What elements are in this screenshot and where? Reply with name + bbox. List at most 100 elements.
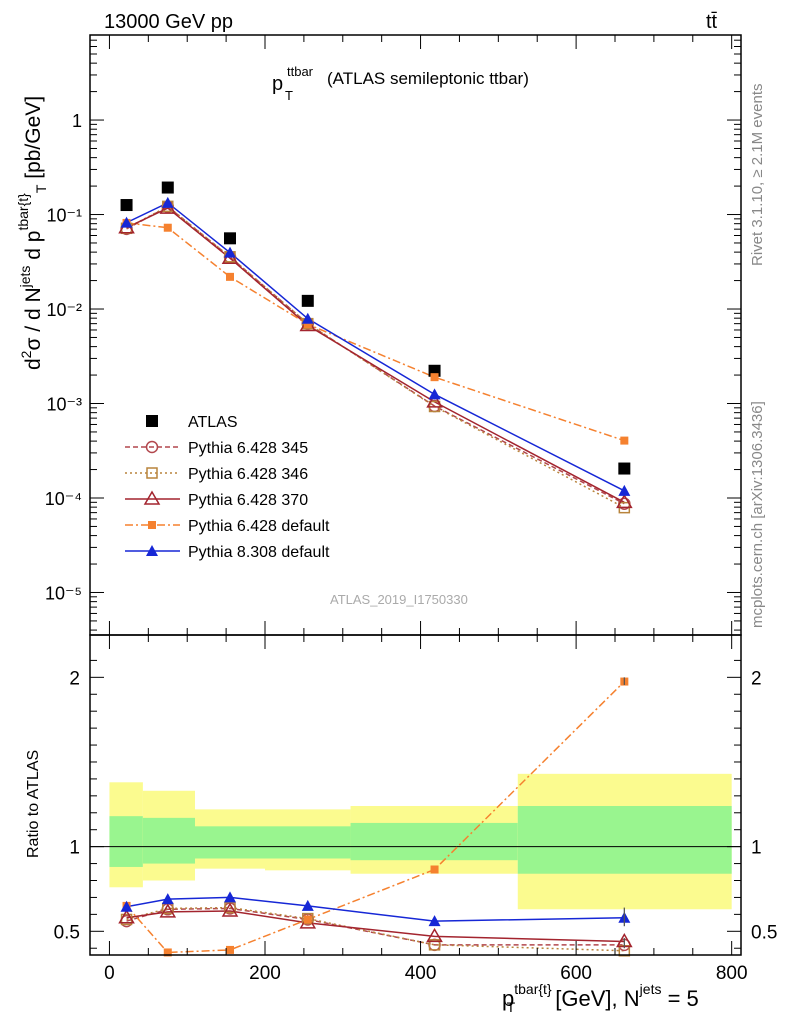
ratio-band-inner xyxy=(265,826,351,859)
y-tick-label: 10⁻⁵ xyxy=(45,583,82,603)
ratio-marker xyxy=(163,948,172,957)
data-marker xyxy=(616,493,633,509)
data-marker xyxy=(426,393,443,408)
process-label: tt̄ xyxy=(706,11,718,33)
legend: ATLAS Pythia 6.428 345 Pythia 6.428 346 Pyt… xyxy=(125,414,330,561)
ratio-marker xyxy=(426,927,443,943)
main-y-ticks: 1 10⁻¹ 10⁻² 10⁻³ 10⁻⁴ 10⁻⁵ xyxy=(45,39,741,631)
legend-marker xyxy=(146,545,158,556)
ratio-marker xyxy=(428,939,441,951)
ratio-marker xyxy=(120,900,133,912)
ratio-marker xyxy=(221,902,239,917)
ratio-marker xyxy=(159,903,177,918)
legend-label: Pythia 6.428 346 xyxy=(188,466,308,483)
ratio-band-layer xyxy=(109,773,732,910)
data-marker xyxy=(301,294,314,307)
data-marker xyxy=(618,484,631,496)
data-marker xyxy=(224,232,236,245)
legend-marker xyxy=(145,440,159,454)
data-marker xyxy=(226,272,234,281)
legend-marker xyxy=(146,467,158,479)
title-sub: T xyxy=(285,88,293,103)
ratio-series-line xyxy=(125,681,625,954)
ratio-series-layer xyxy=(125,681,625,954)
ratio-marker xyxy=(302,912,314,925)
ratio-band-inner xyxy=(350,822,518,861)
ratio-marker-layer xyxy=(118,677,633,957)
data-marker xyxy=(163,223,172,232)
ratio-panel-frame xyxy=(89,634,742,956)
ratio-tick-label-right: 1 xyxy=(751,838,762,859)
y-tick-label: 10⁻¹ xyxy=(46,206,82,226)
legend-marker xyxy=(146,415,158,427)
series-line xyxy=(126,222,625,442)
ratio-marker xyxy=(430,865,439,874)
series-line xyxy=(126,207,625,503)
plot-title: p ttbar T (ATLAS semileptonic ttbar) xyxy=(272,64,529,103)
mcplots-label: mcplots.cern.ch [arXiv:1306.3436] xyxy=(749,401,766,628)
ratio-marker xyxy=(303,915,312,924)
title-rest: (ATLAS semileptonic ttbar) xyxy=(327,69,529,88)
legend-label: ATLAS xyxy=(188,414,238,431)
title-p: p xyxy=(272,73,283,95)
svg-text:d2σ / d Njets d ptbar{t}T [p: d2σ / d Njets d ptbar{t}T [pb/GeV] xyxy=(15,96,49,370)
x-tick-label: 0 xyxy=(104,963,115,984)
ratio-marker xyxy=(224,891,236,903)
series-line xyxy=(126,205,625,509)
ratio-marker xyxy=(226,945,234,954)
ratio-band-inner xyxy=(195,826,265,859)
ratio-tick-label-left: 0.5 xyxy=(54,922,80,943)
data-marker xyxy=(428,388,441,400)
data-marker xyxy=(430,373,439,382)
top-series-layer xyxy=(126,201,625,509)
legend-marker xyxy=(143,490,161,505)
ratio-band-inner xyxy=(109,816,143,867)
ratio-tick-label-left: 2 xyxy=(69,668,80,689)
data-marker xyxy=(161,181,174,194)
legend-label: Pythia 6.428 default xyxy=(188,518,330,535)
ratio-panel: 2 2 1 1 0.5 0.5 0 200 400 600 800 xyxy=(54,634,777,984)
y-tick-label: 10⁻⁴ xyxy=(45,489,82,509)
legend-marker xyxy=(148,521,156,529)
y-tick-label: 1 xyxy=(72,111,82,131)
ratio-tick-label-right: 2 xyxy=(751,668,762,689)
y-tick-label: 10⁻³ xyxy=(46,395,82,415)
data-marker xyxy=(224,246,236,258)
x-tick-label: 400 xyxy=(405,963,437,984)
y-tick-label: 10⁻² xyxy=(46,300,82,320)
data-marker xyxy=(120,199,133,212)
data-marker xyxy=(301,312,314,324)
x-axis-title: ptbar{t} T [GeV], Njets = 5 xyxy=(502,981,699,1015)
ratio-band-inner xyxy=(517,806,732,874)
main-panel: 1 10⁻¹ 10⁻² 10⁻³ 10⁻⁴ 10⁻⁵ xyxy=(45,34,742,636)
x-tick-label: 600 xyxy=(560,963,592,984)
data-marker xyxy=(618,462,631,475)
ratio-tick-label-right: 0.5 xyxy=(751,922,777,943)
ratio-y-ticks: 2 2 1 1 0.5 0.5 xyxy=(54,659,777,949)
title-sup: ttbar xyxy=(287,64,314,79)
legend-label: Pythia 8.308 default xyxy=(188,544,330,561)
series-line xyxy=(126,205,625,505)
x-tick-label: 200 xyxy=(249,963,281,984)
data-marker xyxy=(161,196,174,208)
collision-label: 13000 GeV pp xyxy=(104,11,233,33)
ratio-axis-title: Ratio to ATLAS xyxy=(25,750,42,858)
ratio-tick-label-left: 1 xyxy=(69,838,80,859)
ratio-series-line xyxy=(126,910,625,943)
top-marker-layer xyxy=(118,181,633,514)
svg-text:ptbar{t}T [GeV], Njets = 5: ptbar{t} T [GeV], Njets = 5 xyxy=(502,981,699,1015)
ratio-series-line xyxy=(126,896,625,922)
data-marker xyxy=(120,216,133,228)
ratio-x-ticks: 0 200 400 600 800 xyxy=(104,635,748,984)
main-x-ticks xyxy=(108,35,733,635)
ratio-band-inner xyxy=(142,817,195,864)
series-line xyxy=(126,201,625,492)
ratio-marker xyxy=(161,893,174,905)
ratio-marker xyxy=(118,909,135,924)
rivet-version-label: Rivet 3.1.10, ≥ 2.1M events xyxy=(749,84,766,267)
ratio-series-line xyxy=(126,907,625,946)
ratio-marker xyxy=(301,899,314,911)
analysis-watermark: ATLAS_2019_I1750330 xyxy=(330,592,468,607)
legend-label: Pythia 6.428 370 xyxy=(188,492,308,509)
